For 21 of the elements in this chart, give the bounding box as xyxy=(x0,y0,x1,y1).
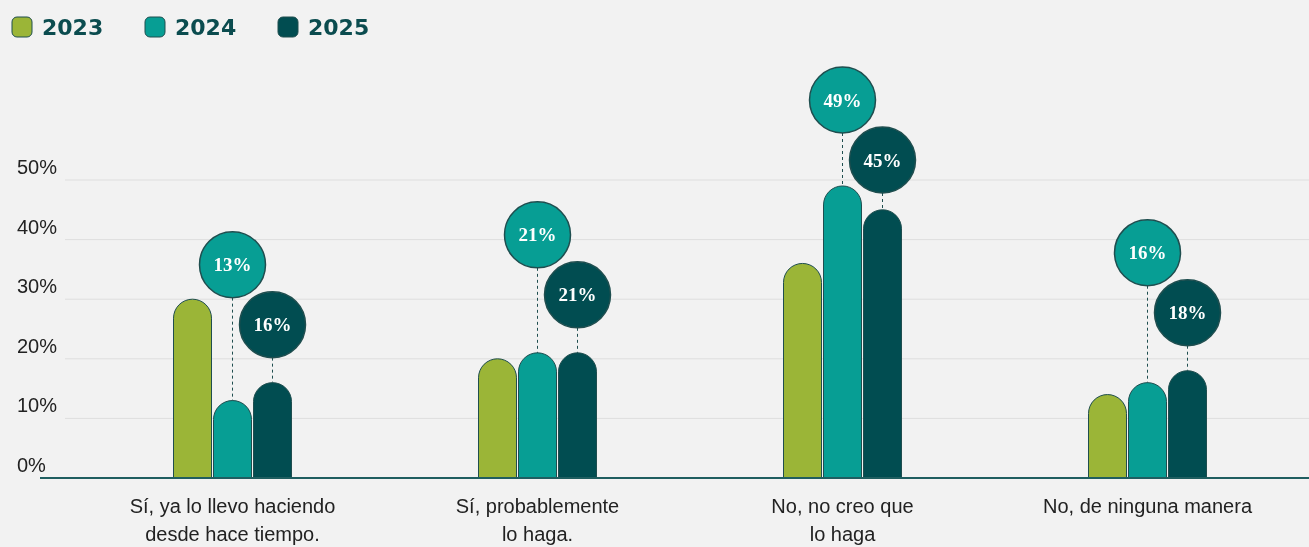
data-label: 45% xyxy=(863,149,902,171)
x-tick-label: Sí, probablemente lo haga. xyxy=(455,495,620,545)
y-tick-label: 30% xyxy=(17,275,58,298)
data-label: 13% xyxy=(213,254,252,276)
x-tick-label: Sí, ya lo llevo haciendo desde hace tiempo. xyxy=(129,495,336,545)
x-tick-label: No, de ninguna manera xyxy=(1042,495,1253,517)
data-label: 16% xyxy=(253,314,292,336)
y-tick-label: 40% xyxy=(17,215,58,238)
y-tick-label: 0% xyxy=(17,454,47,476)
y-tick-label: 50% xyxy=(17,156,58,178)
x-tick-label: No, no creo que lo haga xyxy=(771,495,914,545)
y-tick-label: 10% xyxy=(17,394,58,417)
y-tick-label: 20% xyxy=(17,334,58,357)
data-label: 21% xyxy=(518,224,557,246)
legend-label: 2025 xyxy=(308,14,370,40)
data-label: 49% xyxy=(823,89,862,111)
legend-label: 2023 xyxy=(42,14,104,40)
data-label: 21% xyxy=(558,284,597,306)
data-label: 18% xyxy=(1168,302,1207,324)
data-label: 16% xyxy=(1128,242,1167,264)
legend-label: 2024 xyxy=(175,14,237,40)
